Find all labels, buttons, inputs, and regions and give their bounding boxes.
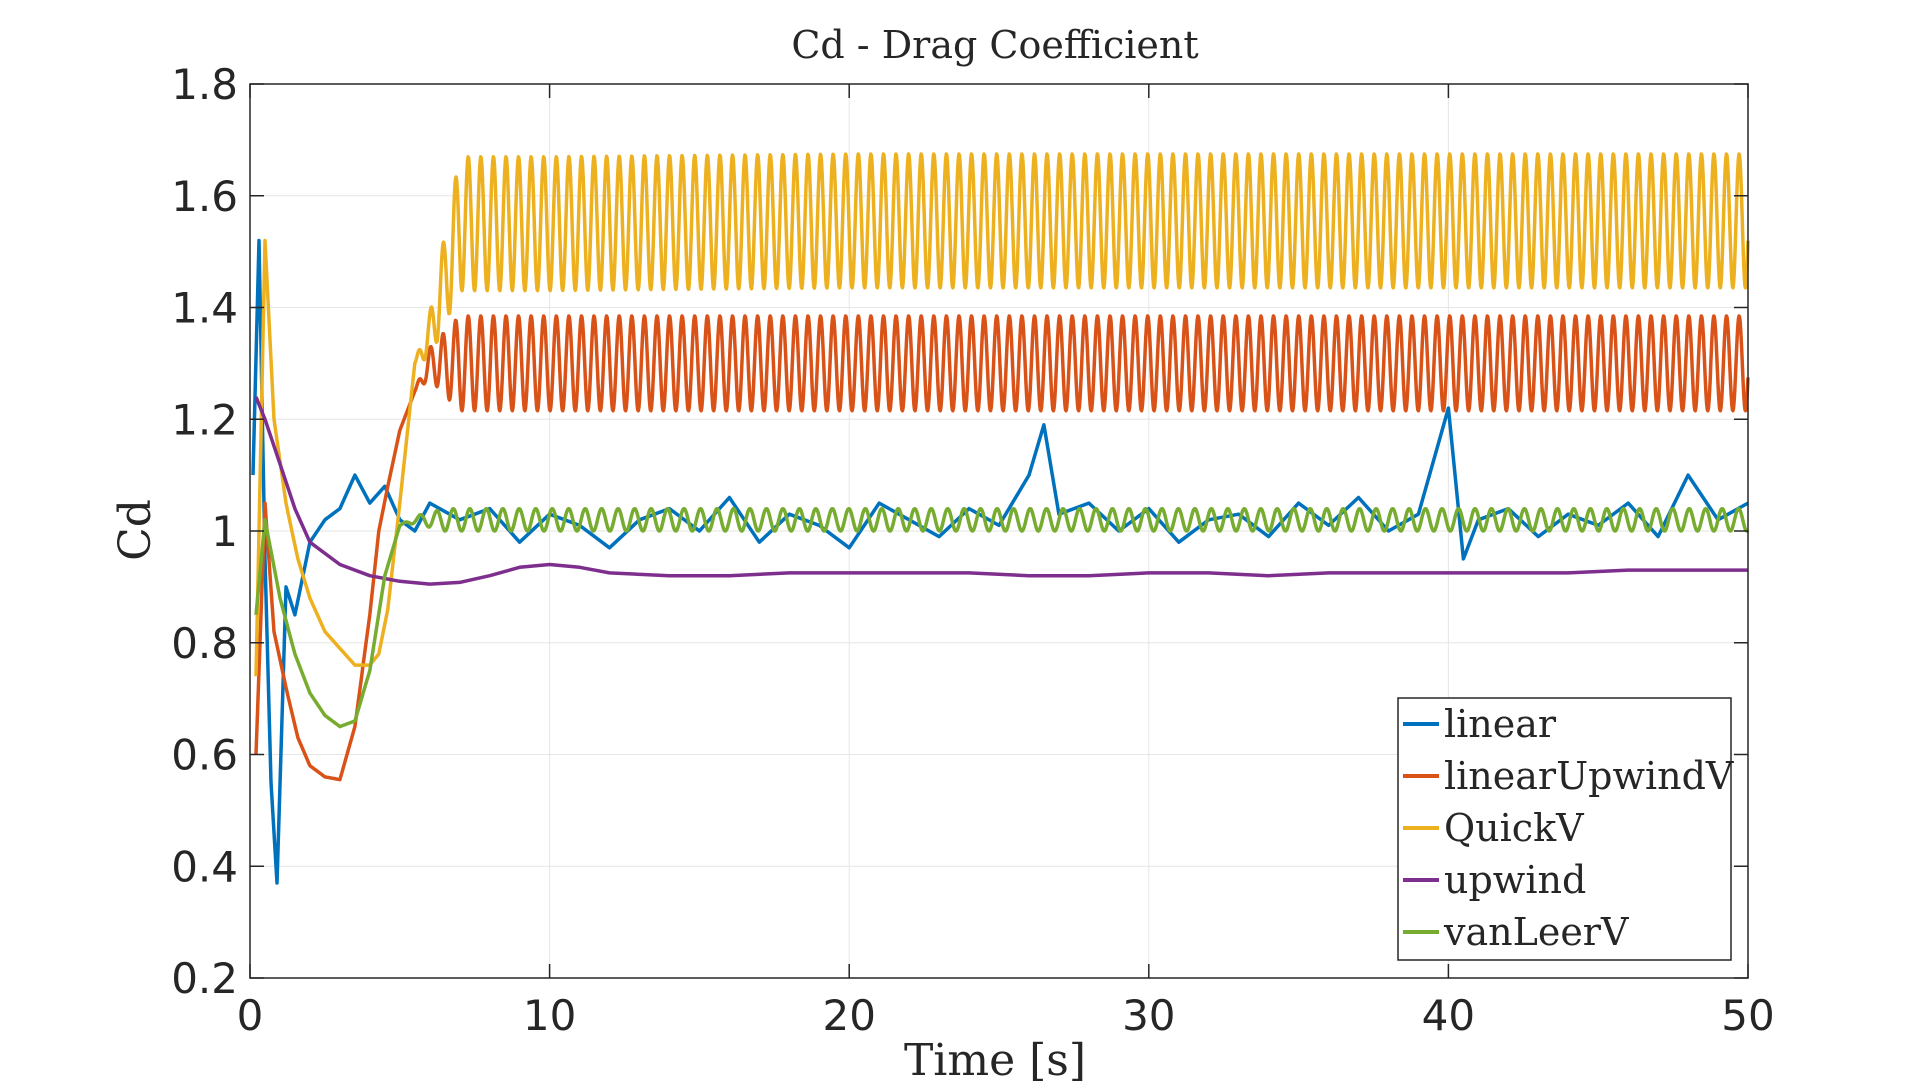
x-tick-label: 40 <box>1422 991 1475 1040</box>
y-axis-ticks: 0.2 0.4 0.6 0.8 1 1.2 1.4 1.6 1.8 <box>171 60 1748 1003</box>
series-line-QuickV <box>254 152 1750 677</box>
series-line-linear <box>251 238 1749 885</box>
y-tick-label: 1.6 <box>171 172 238 221</box>
x-tick-label: 20 <box>822 991 875 1040</box>
legend-label-linear: linear <box>1444 702 1557 746</box>
legend: linear linearUpwindV QuickV upwind vanLeerV <box>1397 697 1734 961</box>
x-tick-label: 0 <box>237 991 264 1040</box>
x-axis-label: Time [s] <box>904 1035 1086 1086</box>
legend-label-upwind: upwind <box>1444 858 1586 902</box>
x-tick-label: 10 <box>523 991 576 1040</box>
x-axis-ticks: 0 10 20 30 40 50 <box>237 84 1775 1040</box>
y-tick-label: 0.6 <box>171 731 238 780</box>
y-tick-label: 1.4 <box>171 284 238 333</box>
plot-area <box>251 152 1750 885</box>
legend-box <box>1397 697 1732 961</box>
legend-label-QuickV: QuickV <box>1444 806 1584 850</box>
legend-label-vanLeerV: vanLeerV <box>1443 910 1629 954</box>
y-tick-label: 0.2 <box>171 954 238 1003</box>
series-line-upwind <box>254 396 1748 586</box>
y-axis-label: Cd <box>110 499 161 561</box>
y-tick-label: 0.8 <box>171 619 238 668</box>
y-tick-label: 1 <box>211 507 238 556</box>
chart-title: Cd - Drag Coefficient <box>791 23 1198 67</box>
x-tick-label: 50 <box>1721 991 1774 1040</box>
x-tick-label: 30 <box>1122 991 1175 1040</box>
y-tick-label: 1.2 <box>171 395 238 444</box>
legend-label-linearUpwindV: linearUpwindV <box>1444 754 1734 798</box>
y-tick-label: 0.4 <box>171 842 238 891</box>
y-tick-label: 1.8 <box>171 60 238 109</box>
series-line-vanLeerV <box>254 506 1750 729</box>
series-line-linearUpwindV <box>254 314 1750 782</box>
